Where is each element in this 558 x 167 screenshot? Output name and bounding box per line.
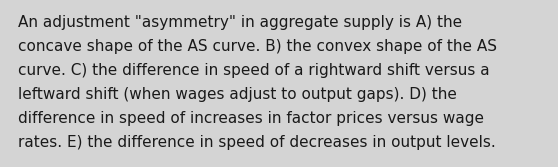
Text: difference in speed of increases in factor prices versus wage: difference in speed of increases in fact… xyxy=(18,111,484,126)
Text: concave shape of the AS curve. B) the convex shape of the AS: concave shape of the AS curve. B) the co… xyxy=(18,39,497,54)
Text: An adjustment "asymmetry" in aggregate supply is A) the: An adjustment "asymmetry" in aggregate s… xyxy=(18,15,462,30)
Text: rates. E) the difference in speed of decreases in output levels.: rates. E) the difference in speed of dec… xyxy=(18,135,496,150)
Text: curve. C) the difference in speed of a rightward shift versus a: curve. C) the difference in speed of a r… xyxy=(18,63,489,78)
Text: leftward shift (when wages adjust to output gaps). D) the: leftward shift (when wages adjust to out… xyxy=(18,87,457,102)
